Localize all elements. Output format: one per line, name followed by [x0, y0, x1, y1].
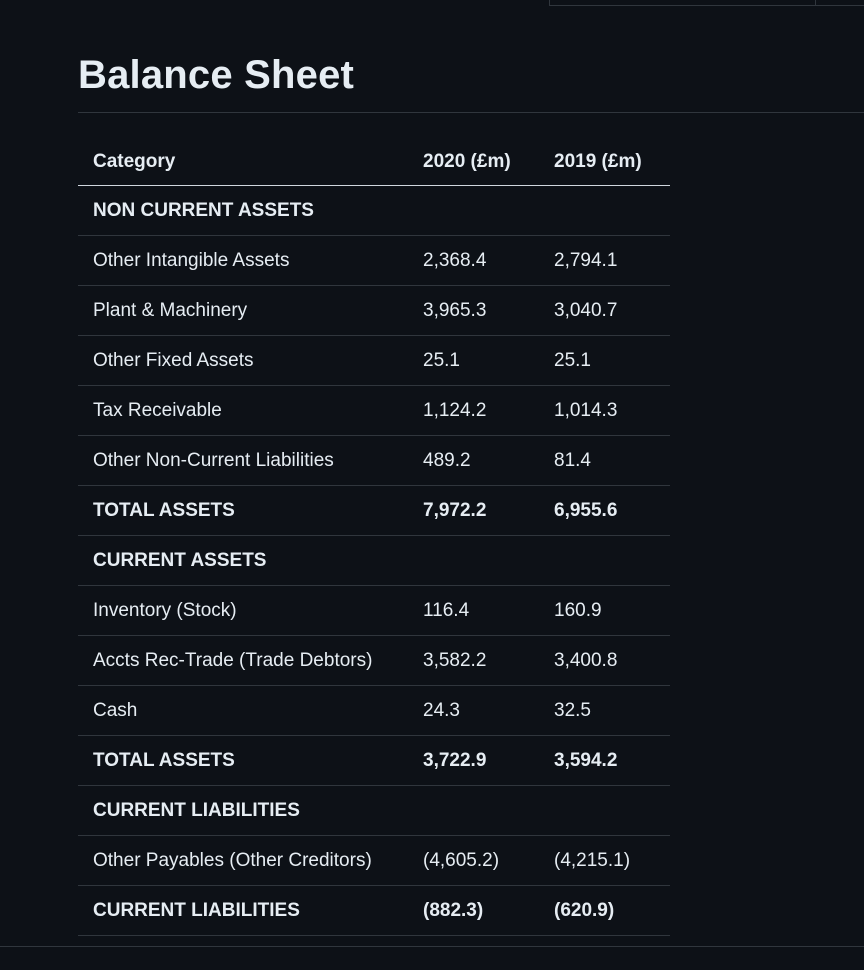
- cell-2019: 81.4: [539, 435, 670, 486]
- cell-category: Other Intangible Assets: [78, 235, 408, 286]
- table-row: Inventory (Stock) 116.4 160.9: [78, 585, 670, 636]
- column-header-category: Category: [78, 138, 408, 186]
- balance-sheet-table: Category 2020 (£m) 2019 (£m) NON CURRENT…: [78, 138, 670, 936]
- table-row: Other Fixed Assets 25.1 25.1: [78, 335, 670, 386]
- table-row: Plant & Machinery 3,965.3 3,040.7: [78, 285, 670, 336]
- cell-2020: 1,124.2: [408, 385, 539, 436]
- cell-category: Accts Rec-Trade (Trade Debtors): [78, 635, 408, 686]
- cell-2019: [539, 185, 670, 236]
- table-row: Tax Receivable 1,124.2 1,014.3: [78, 385, 670, 436]
- cell-category: CURRENT ASSETS: [78, 535, 408, 586]
- cell-2019: 1,014.3: [539, 385, 670, 436]
- table-body: NON CURRENT ASSETS Other Intangible Asset…: [78, 185, 670, 936]
- cell-2020: 25.1: [408, 335, 539, 386]
- column-header-2019: 2019 (£m): [539, 138, 670, 186]
- cell-2019: 32.5: [539, 685, 670, 736]
- cell-2019: 6,955.6: [539, 485, 670, 536]
- table-row: Other Payables (Other Creditors) (4,605.2…: [78, 835, 670, 886]
- page-title: Balance Sheet: [78, 53, 355, 97]
- cell-category: CURRENT LIABILITIES: [78, 885, 408, 936]
- cell-2020: (882.3): [408, 885, 539, 936]
- cell-2020: 2,368.4: [408, 235, 539, 286]
- cell-2019: [539, 535, 670, 586]
- cell-2019: 25.1: [539, 335, 670, 386]
- cell-2020: (4,605.2): [408, 835, 539, 886]
- header-row: Category 2020 (£m) 2019 (£m): [78, 138, 670, 186]
- cell-2020: [408, 785, 539, 836]
- cell-2020: [408, 185, 539, 236]
- title-divider: [78, 112, 864, 113]
- cell-2020: 24.3: [408, 685, 539, 736]
- cell-category: Other Payables (Other Creditors): [78, 835, 408, 886]
- cell-2019: [539, 785, 670, 836]
- top-panel-divider: [815, 0, 816, 5]
- footer-divider: [0, 946, 864, 947]
- cell-2019: 3,594.2: [539, 735, 670, 786]
- cell-2019: 2,794.1: [539, 235, 670, 286]
- cell-2020: 3,965.3: [408, 285, 539, 336]
- cell-2020: 489.2: [408, 435, 539, 486]
- section-row: TOTAL ASSETS 3,722.9 3,594.2: [78, 735, 670, 786]
- table-row: Cash 24.3 32.5: [78, 685, 670, 736]
- cell-category: Other Fixed Assets: [78, 335, 408, 386]
- cell-category: NON CURRENT ASSETS: [78, 185, 408, 236]
- cell-category: Tax Receivable: [78, 385, 408, 436]
- cell-2020: 3,722.9: [408, 735, 539, 786]
- section-row: CURRENT ASSETS: [78, 535, 670, 586]
- cell-2020: 7,972.2: [408, 485, 539, 536]
- cell-category: TOTAL ASSETS: [78, 485, 408, 536]
- cell-category: Cash: [78, 685, 408, 736]
- section-row: NON CURRENT ASSETS: [78, 185, 670, 236]
- table-header: Category 2020 (£m) 2019 (£m): [78, 138, 670, 186]
- cell-2019: 3,040.7: [539, 285, 670, 336]
- section-row: CURRENT LIABILITIES (882.3) (620.9): [78, 885, 670, 936]
- section-row: CURRENT LIABILITIES: [78, 785, 670, 836]
- table-row: Other Non-Current Liabilities 489.2 81.4: [78, 435, 670, 486]
- table-row: Accts Rec-Trade (Trade Debtors) 3,582.2 3,…: [78, 635, 670, 686]
- cell-category: CURRENT LIABILITIES: [78, 785, 408, 836]
- cell-2019: (620.9): [539, 885, 670, 936]
- column-header-2020: 2020 (£m): [408, 138, 539, 186]
- cell-2020: [408, 535, 539, 586]
- cell-2020: 3,582.2: [408, 635, 539, 686]
- cell-category: TOTAL ASSETS: [78, 735, 408, 786]
- cell-category: Plant & Machinery: [78, 285, 408, 336]
- section-row: TOTAL ASSETS 7,972.2 6,955.6: [78, 485, 670, 536]
- cell-2020: 116.4: [408, 585, 539, 636]
- cell-category: Other Non-Current Liabilities: [78, 435, 408, 486]
- cell-2019: 3,400.8: [539, 635, 670, 686]
- cell-2019: (4,215.1): [539, 835, 670, 886]
- top-panel-edge: [549, 0, 864, 6]
- cell-category: Inventory (Stock): [78, 585, 408, 636]
- table-row: Other Intangible Assets 2,368.4 2,794.1: [78, 235, 670, 286]
- cell-2019: 160.9: [539, 585, 670, 636]
